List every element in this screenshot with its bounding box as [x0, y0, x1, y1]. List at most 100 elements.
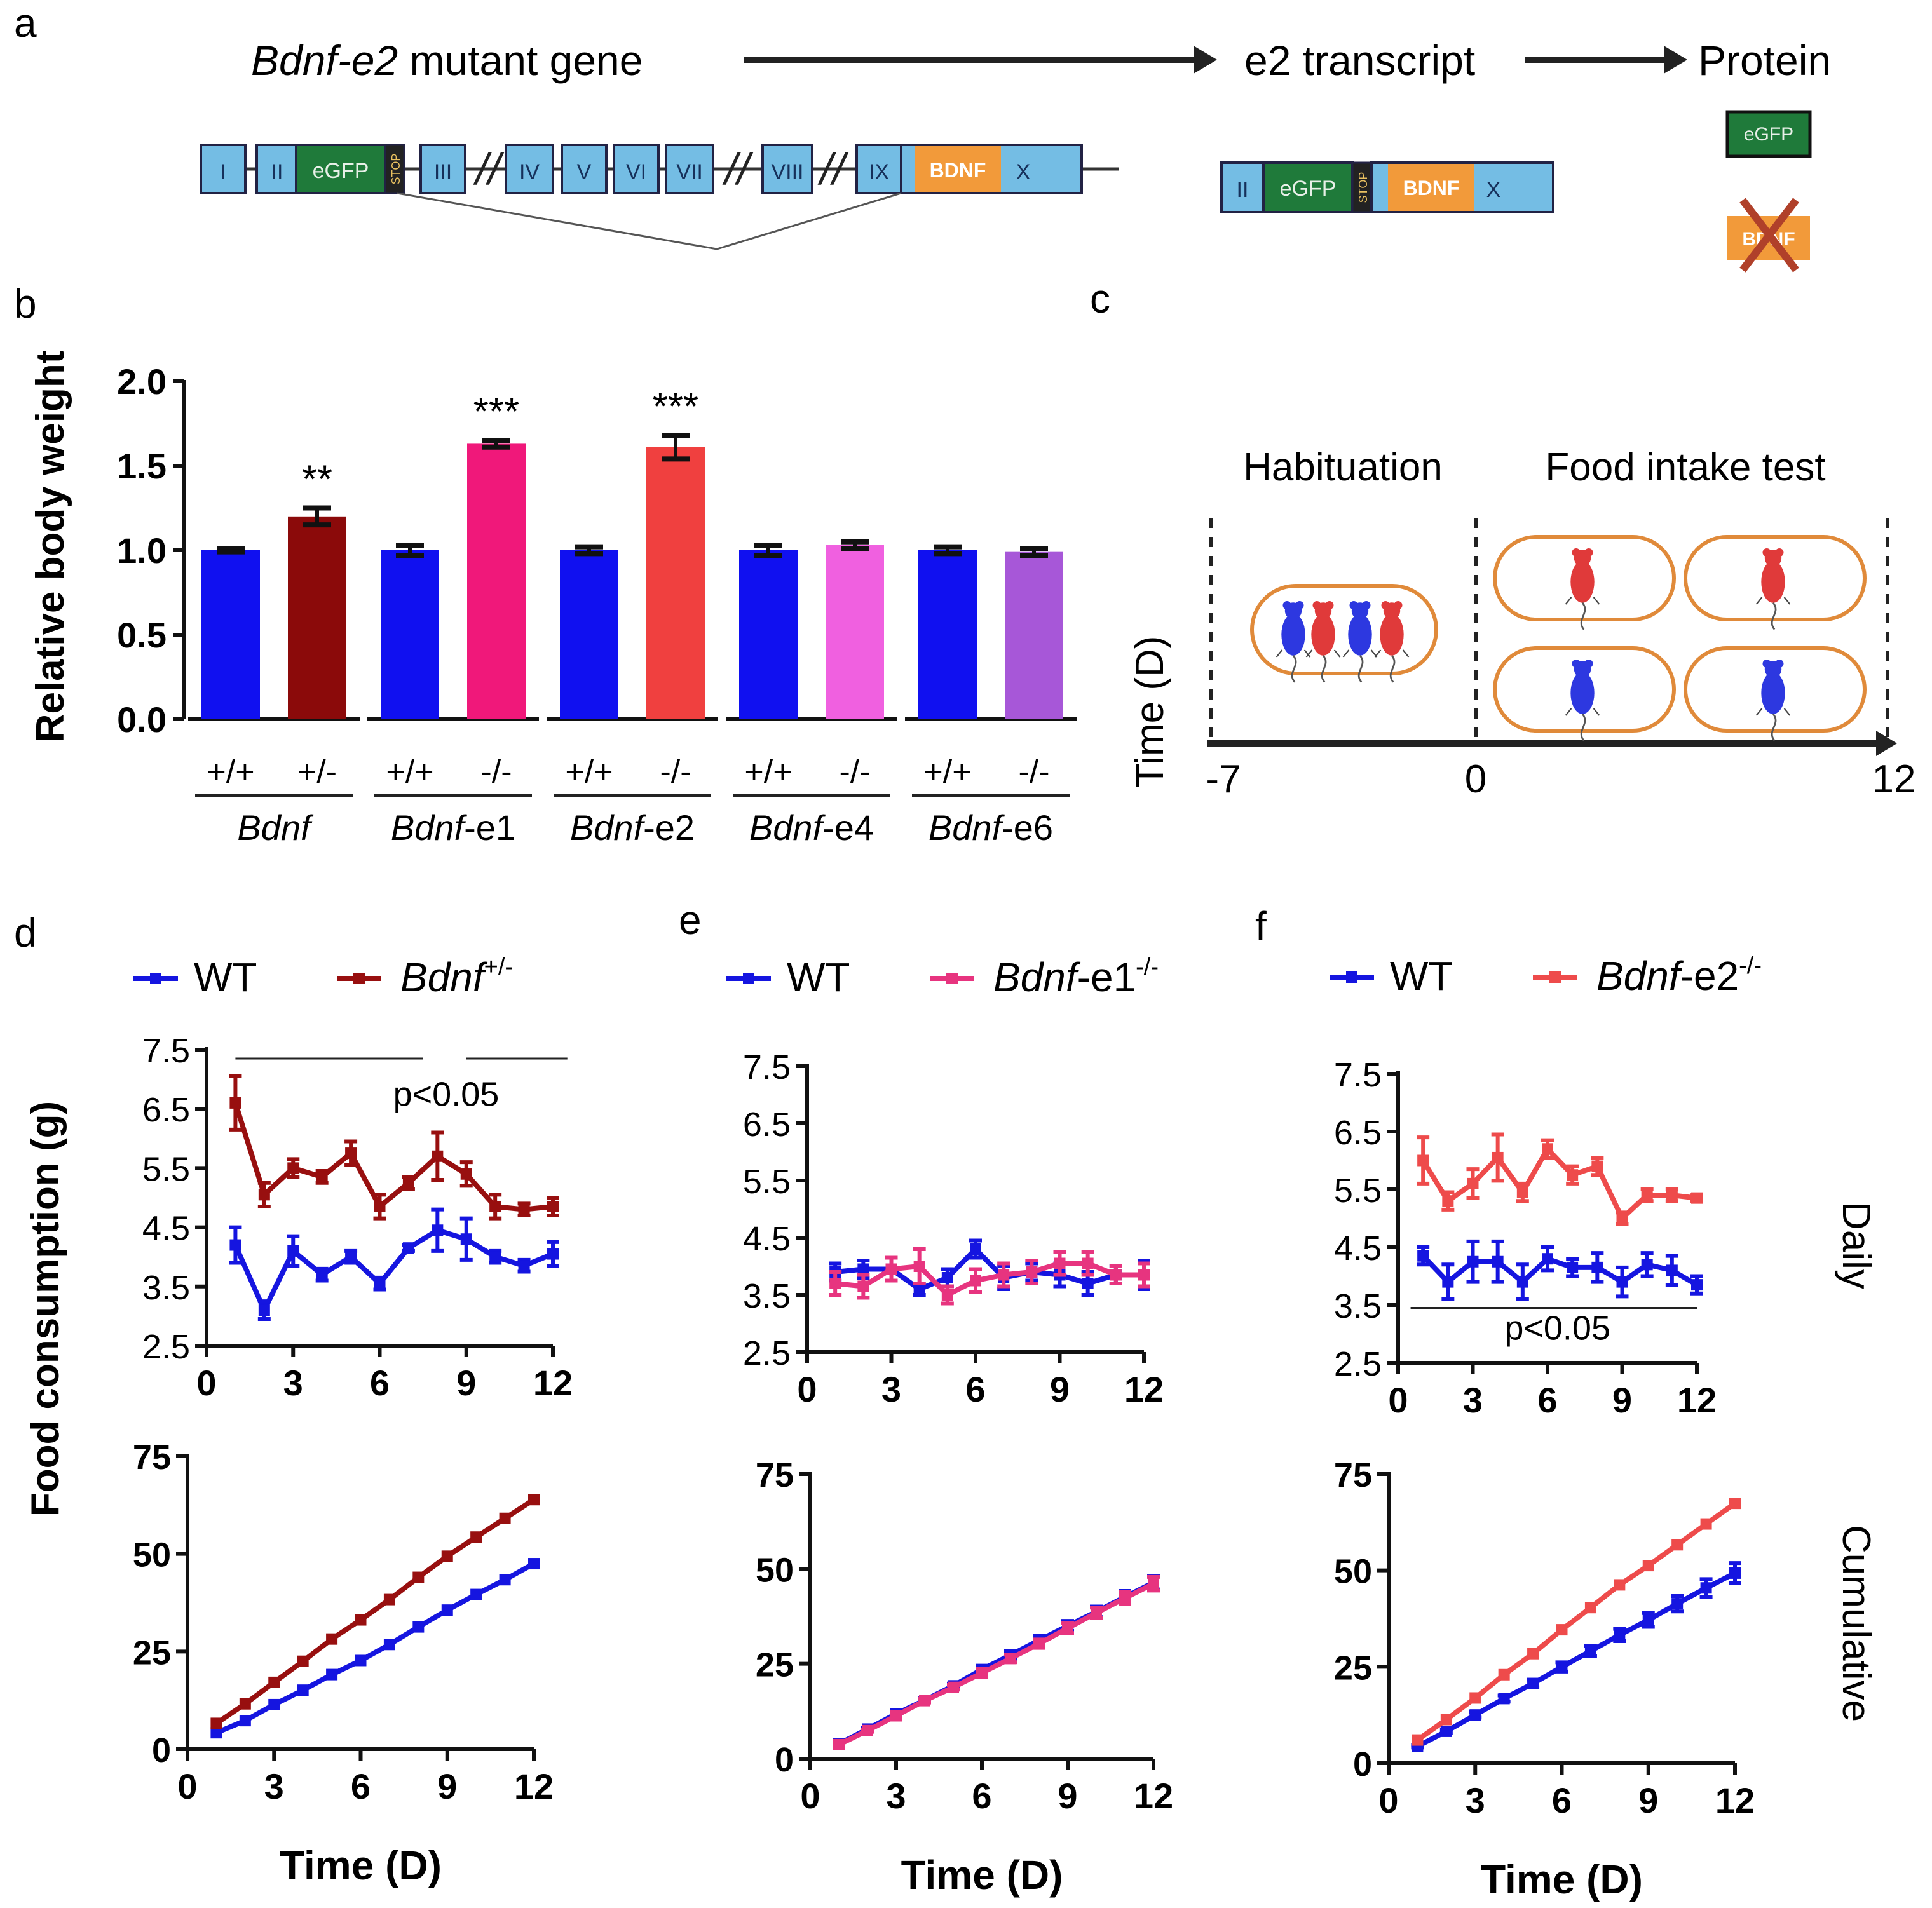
data-point — [402, 1242, 414, 1254]
x-tick-label: 3 — [264, 1766, 284, 1806]
bar — [826, 545, 884, 719]
exon-VIII-label: VIII — [771, 160, 803, 184]
mouse-ear — [1775, 548, 1784, 557]
x-tick-label: 6 — [1537, 1380, 1557, 1420]
transcript-label: e2 transcript — [1244, 37, 1475, 84]
timeline-tick-12: 12 — [1872, 757, 1916, 801]
gene-label: Bdnf — [237, 808, 314, 848]
data-point — [229, 1239, 242, 1251]
mouse-foot — [1593, 597, 1600, 605]
gene-label-italic: Bdnf — [237, 808, 314, 848]
mouse-icon — [1276, 601, 1311, 683]
chart-f-cumulative: 0 25 50 75 0 3 6 9 12 Time (D) — [1334, 1456, 1755, 1902]
data-point — [528, 1494, 540, 1506]
x-tick-label: 9 — [437, 1766, 457, 1806]
data-point — [1498, 1693, 1510, 1705]
data-point — [857, 1280, 869, 1292]
data-point — [941, 1289, 953, 1301]
bar — [381, 550, 439, 719]
mouse-foot — [1374, 649, 1382, 658]
legend-ko-italic: Bdnf — [400, 954, 488, 1000]
data-point — [402, 1177, 414, 1189]
x-tick-label: 3 — [1466, 1780, 1485, 1820]
break-mark-3: // — [818, 144, 849, 194]
mouse-body — [1761, 672, 1785, 714]
legend-wt-marker — [150, 973, 161, 984]
x-tick-label: 12 — [1134, 1776, 1173, 1816]
gene-label: Bdnf-e6 — [929, 808, 1053, 848]
y-tick-label: 6.5 — [743, 1106, 791, 1144]
mouse-ear — [1362, 601, 1371, 610]
y-tick-label: 2.5 — [743, 1334, 791, 1372]
data-point — [1082, 1257, 1094, 1269]
data-point — [1556, 1661, 1568, 1673]
legend-wt-label: WT — [1390, 953, 1453, 999]
x-axis-title: Time (D) — [901, 1852, 1063, 1898]
y-tick-label: 4.5 — [1334, 1229, 1382, 1268]
data-point — [374, 1278, 386, 1290]
bar-chart: 0.0 0.5 1.0 1.5 2.0 +/+ ** +/- Bdnf +/+ *** -/- Bdnf… — [117, 362, 1077, 848]
legend-ko-rest: -e2 — [1680, 953, 1739, 999]
mouse-ear — [1394, 601, 1403, 610]
data-point — [1033, 1638, 1045, 1650]
series-line — [1416, 1571, 1736, 1749]
data-point — [1516, 1276, 1528, 1288]
timeline-tick-neg7: -7 — [1206, 757, 1241, 801]
data-point — [518, 1203, 530, 1215]
data-point — [374, 1200, 386, 1212]
panel-b-ylabel: Relative body weight — [29, 351, 72, 743]
data-point — [355, 1614, 367, 1626]
mouse-ear — [1762, 660, 1771, 668]
data-point — [1671, 1598, 1684, 1610]
mouse-foot — [1305, 649, 1313, 658]
timeline-arrowhead — [1876, 731, 1897, 756]
gene-label-italic: Bdnf — [391, 808, 468, 848]
panel-b: b Relative body weight 0.0 0.5 1.0 1.5 2.0 +/… — [14, 281, 1077, 848]
bdnf-cds — [915, 146, 1001, 192]
data-point — [1614, 1629, 1626, 1641]
panel-b-letter: b — [14, 281, 37, 327]
exon-IV — [505, 144, 554, 194]
data-point — [1567, 1169, 1579, 1181]
exon-V — [561, 144, 608, 194]
data-point — [1567, 1261, 1579, 1273]
data-point — [1469, 1709, 1481, 1721]
data-point — [441, 1550, 453, 1562]
exon-IV-label: IV — [519, 160, 540, 184]
data-point — [383, 1593, 395, 1606]
exon-VIII — [761, 144, 813, 194]
x-tick-label: 0 — [1388, 1380, 1408, 1420]
x-tick-label: 9 — [1612, 1380, 1632, 1420]
data-point — [1492, 1255, 1504, 1268]
y-tick-label: 25 — [133, 1634, 171, 1672]
gene-label: Bdnf-e4 — [749, 808, 874, 848]
data-point — [1691, 1279, 1703, 1291]
data-point — [919, 1695, 930, 1707]
habituation-label: Habituation — [1243, 445, 1443, 489]
mouse-tail — [1580, 602, 1586, 630]
mouse-foot — [1342, 649, 1350, 658]
data-point — [1641, 1189, 1653, 1201]
data-point — [1642, 1614, 1654, 1626]
data-point — [1591, 1160, 1603, 1172]
gene-label-italic: Bdnf-e2 — [251, 37, 398, 84]
p-value-label: p<0.05 — [393, 1076, 500, 1114]
data-point — [1542, 1143, 1553, 1155]
x-tick-label: 12 — [1677, 1380, 1717, 1420]
mouse-ear — [1572, 660, 1581, 668]
genotype-label: -/- — [660, 754, 691, 790]
mouse-ear — [1775, 660, 1784, 668]
data-point — [460, 1233, 472, 1245]
exon-II — [255, 144, 299, 194]
gene-label: Bdnf-e2 — [570, 808, 695, 848]
genotype-label: -/- — [480, 754, 512, 790]
exon-VII — [665, 144, 714, 194]
data-point — [287, 1245, 299, 1257]
mouse-ear — [1584, 660, 1593, 668]
x-tick-label: 3 — [886, 1776, 906, 1816]
x-tick-label: 6 — [1552, 1780, 1572, 1820]
data-point — [1516, 1186, 1528, 1198]
data-point — [489, 1251, 501, 1263]
data-point — [297, 1684, 309, 1696]
legend-ko-label: Bdnf+/- — [400, 954, 513, 1000]
